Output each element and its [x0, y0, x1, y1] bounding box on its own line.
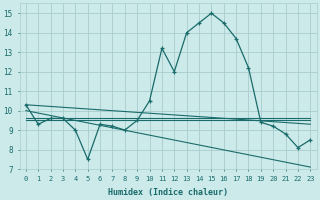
X-axis label: Humidex (Indice chaleur): Humidex (Indice chaleur) — [108, 188, 228, 197]
